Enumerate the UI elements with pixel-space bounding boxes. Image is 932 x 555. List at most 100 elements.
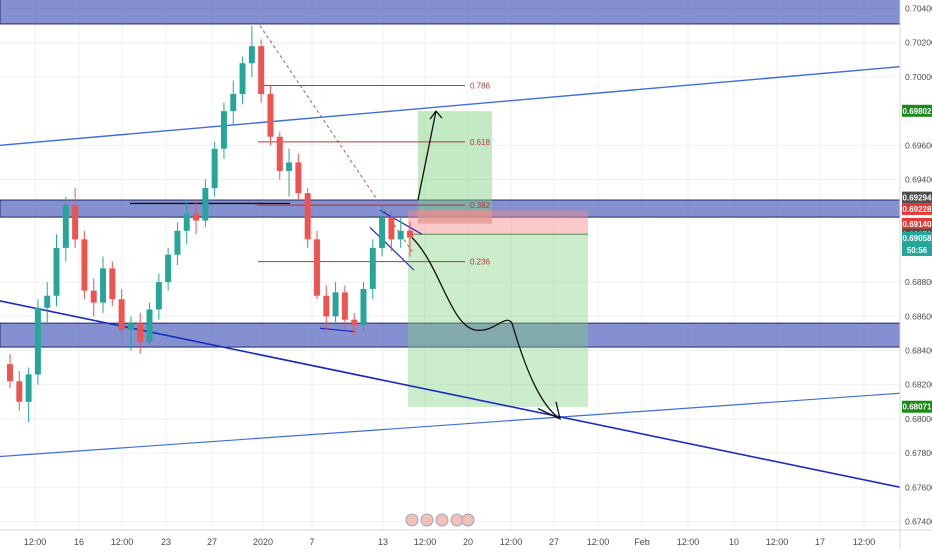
price-badge-text: 0.69140 bbox=[903, 220, 932, 229]
candle-body bbox=[127, 323, 134, 330]
up-arrow-head bbox=[429, 110, 443, 120]
candle-body bbox=[351, 319, 358, 325]
candles-layer bbox=[7, 25, 413, 423]
candle-body bbox=[407, 230, 413, 238]
candle-body bbox=[314, 239, 320, 296]
candle-body bbox=[220, 111, 227, 149]
event-flag-icon bbox=[450, 513, 464, 527]
candle-body bbox=[323, 295, 330, 317]
time-tick-label: 27 bbox=[207, 537, 217, 547]
time-tick-label: 23 bbox=[161, 537, 171, 547]
event-flag-icon bbox=[420, 513, 434, 527]
candle-body bbox=[332, 292, 339, 317]
long-stop-box bbox=[418, 210, 492, 224]
candle-body bbox=[62, 205, 69, 248]
candle-body bbox=[146, 309, 153, 342]
time-tick-label: 12:00 bbox=[24, 537, 47, 547]
candle-body bbox=[193, 213, 200, 221]
price-badge-text: 50:56 bbox=[907, 246, 928, 255]
short-stop-box bbox=[408, 210, 588, 235]
candle-body bbox=[34, 307, 41, 375]
candle-body bbox=[304, 193, 311, 240]
price-badge: 0.69228 bbox=[902, 202, 932, 215]
flag-bottom bbox=[369, 226, 415, 271]
price-badge-bg bbox=[902, 243, 932, 256]
price-badge: 0.69058 bbox=[902, 231, 932, 244]
lower-channel-line bbox=[0, 392, 901, 458]
candle-body bbox=[72, 205, 79, 240]
candle-body bbox=[379, 217, 386, 248]
plot-background bbox=[0, 0, 900, 530]
fib-label: 0.236 bbox=[470, 258, 491, 267]
fib-layer: 0.786 0.618 0.382 0.236 bbox=[258, 81, 491, 267]
price-badge-bg bbox=[902, 400, 932, 413]
zones-layer bbox=[0, 0, 901, 348]
candle-body bbox=[267, 94, 274, 137]
time-tick-label: 16 bbox=[74, 537, 84, 547]
candle-body bbox=[81, 239, 88, 291]
price-badge-bg bbox=[902, 202, 932, 215]
price-badge-text: 0.69228 bbox=[903, 205, 932, 214]
time-tick-label: 20 bbox=[463, 537, 473, 547]
price-badge: 0.69802 bbox=[902, 104, 932, 117]
time-tick-label: 12:00 bbox=[853, 537, 876, 547]
time-tick-label: 12:00 bbox=[500, 537, 523, 547]
time-tick-label: Feb bbox=[634, 537, 650, 547]
candle-body bbox=[397, 230, 404, 240]
candle-body bbox=[360, 288, 367, 325]
time-axis[interactable]: 12:00 16 12:00 23 27 2020 7 13 12:00 20 12:00 27 12:… bbox=[0, 529, 932, 547]
zone-resistance-top bbox=[0, 0, 901, 25]
candle-body bbox=[109, 268, 116, 300]
price-badge-text: 0.69058 bbox=[903, 234, 932, 243]
time-tick-label: 13 bbox=[378, 537, 388, 547]
time-tick-label: 12:00 bbox=[677, 537, 700, 547]
candle-body bbox=[230, 94, 237, 112]
long-target-box bbox=[418, 111, 492, 223]
event-badges[interactable] bbox=[405, 513, 475, 527]
candle-body bbox=[174, 230, 181, 255]
price-badge-bg bbox=[902, 191, 932, 204]
price-badge: 0.69140 bbox=[902, 217, 932, 230]
time-tick-label: 2020 bbox=[253, 537, 273, 547]
candle-body bbox=[286, 162, 293, 171]
down-arrow-head bbox=[537, 401, 561, 421]
candle-body bbox=[248, 46, 255, 64]
candle-body bbox=[276, 136, 283, 171]
short-target-box bbox=[408, 234, 588, 407]
candle-body bbox=[239, 63, 246, 95]
event-flag-icon bbox=[435, 513, 449, 527]
fib-label: 0.382 bbox=[470, 201, 491, 210]
time-tick-label: 12:00 bbox=[766, 537, 789, 547]
candle-body bbox=[211, 148, 218, 189]
candle-body bbox=[183, 213, 190, 231]
candle-body bbox=[53, 247, 60, 296]
time-tick-label: 12:00 bbox=[111, 537, 134, 547]
upper-channel-line bbox=[0, 65, 901, 147]
candle-body bbox=[25, 374, 32, 402]
price-badge: 0.69294 bbox=[902, 191, 932, 204]
price-badge-text: 0.69802 bbox=[903, 107, 932, 116]
candle-body bbox=[388, 217, 395, 240]
time-tick-label: 10 bbox=[729, 537, 739, 547]
candle-body bbox=[202, 188, 209, 221]
price-badge-text: 0.68071 bbox=[903, 403, 932, 412]
price-badge: 50:56 bbox=[902, 243, 932, 256]
time-tick-label: 17 bbox=[815, 537, 825, 547]
candle-body bbox=[165, 254, 172, 283]
positions-layer bbox=[408, 111, 588, 407]
time-tick-label: 12:00 bbox=[587, 537, 610, 547]
candle-body bbox=[90, 290, 97, 303]
